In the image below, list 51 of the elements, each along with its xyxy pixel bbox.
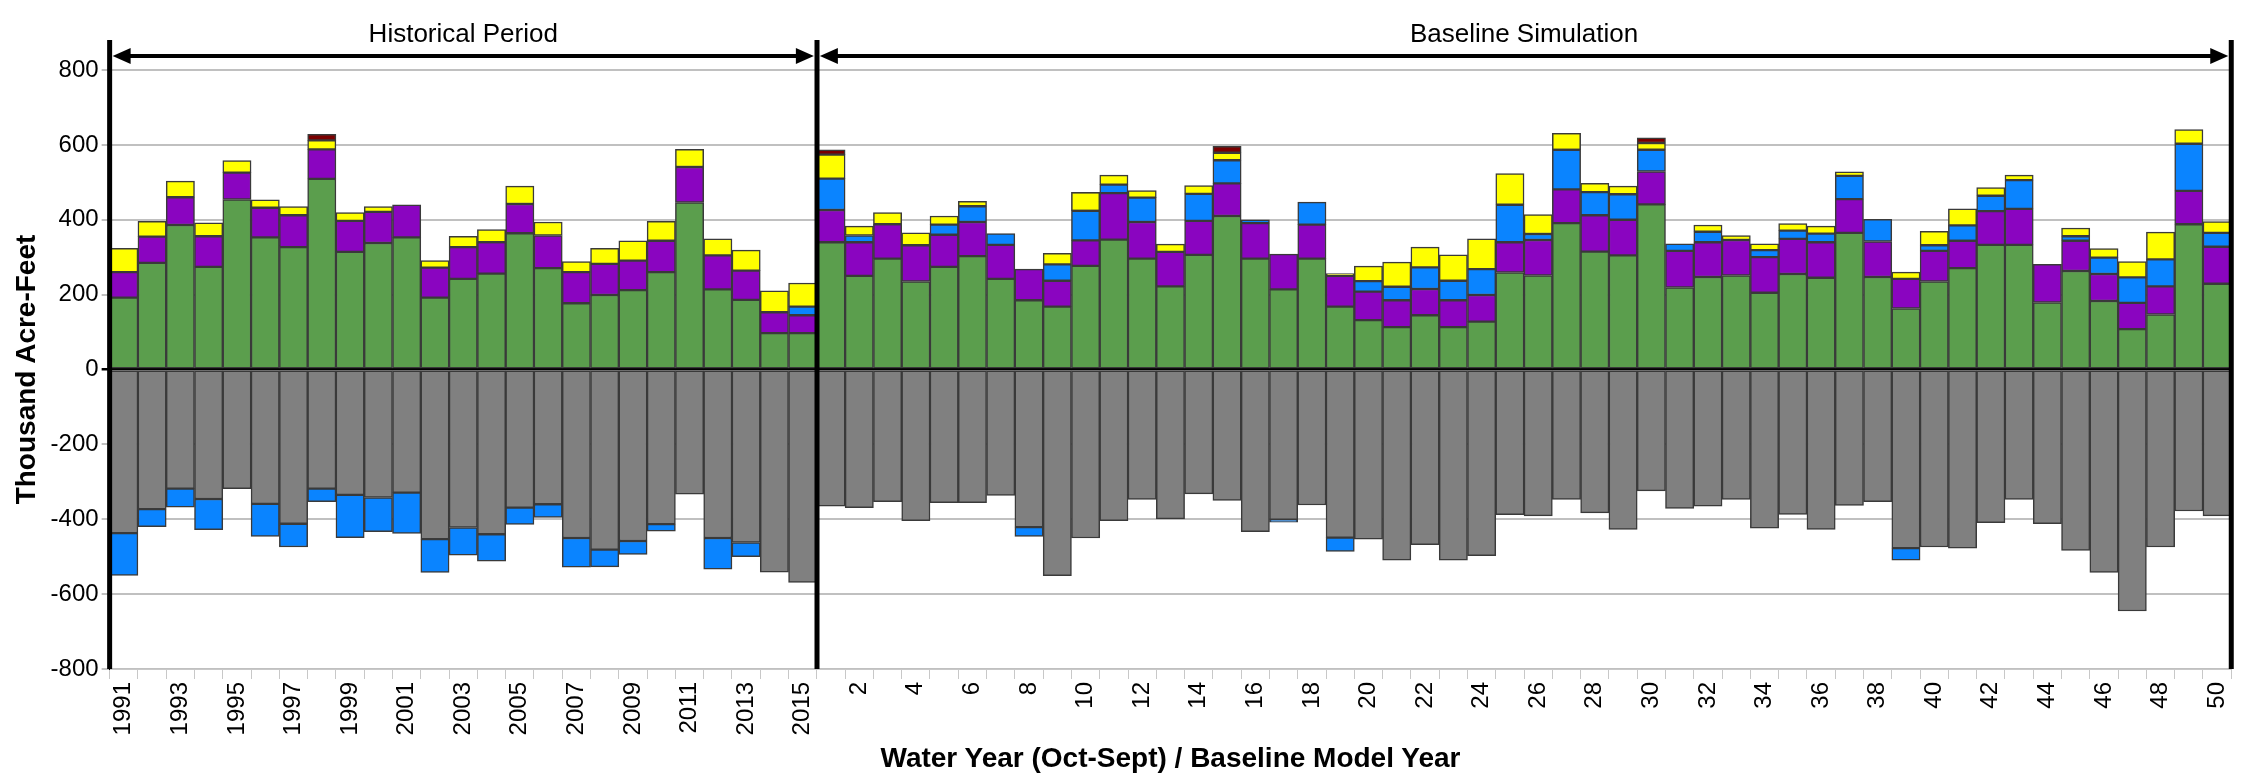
x-tick-label: 38: [1862, 682, 1890, 709]
x-tick-label: 18: [1296, 682, 1324, 709]
x-tick-label: 24: [1466, 682, 1494, 709]
x-tick-label: 2013: [730, 682, 758, 736]
y-tick-label: -800: [50, 653, 99, 681]
x-tick-label: 32: [1692, 682, 1720, 709]
x-axis-title: Water Year (Oct-Sept) / Baseline Model Year: [880, 741, 1461, 773]
y-tick-label: 800: [58, 54, 99, 82]
x-tick-label: 34: [1749, 682, 1777, 709]
x-tick-label: 2011: [674, 682, 702, 734]
x-tick-label: 20: [1353, 682, 1381, 709]
x-tick-label: 2: [843, 682, 871, 696]
x-tick-label: 2007: [561, 682, 589, 736]
y-axis-title: Thousand Acre-Feet: [9, 234, 41, 505]
x-tick-label: 30: [1635, 682, 1663, 709]
x-tick-label: 2003: [447, 682, 475, 736]
y-tick-label: 400: [58, 204, 99, 232]
text: Baseline Simulation: [1409, 18, 1639, 49]
x-tick-label: 1995: [221, 682, 249, 736]
y-tick-label: -400: [50, 503, 99, 531]
x-tick-label: 2001: [391, 682, 419, 736]
x-tick-label: 14: [1183, 682, 1211, 709]
x-tick-label: 16: [1239, 682, 1267, 709]
x-tick-label: 1991: [108, 682, 136, 736]
text: Historical Period: [368, 18, 558, 49]
y-tick-label: 0: [85, 354, 99, 382]
x-tick-label: 40: [1918, 682, 1946, 709]
y-tick-label: -600: [50, 578, 99, 606]
x-tick-label: 42: [1975, 682, 2003, 709]
x-tick-label: 1993: [164, 682, 192, 736]
x-tick-label: 46: [2088, 682, 2116, 709]
x-tick-label: 2005: [504, 682, 532, 736]
y-tick-label: 200: [58, 279, 99, 307]
x-tick-label: 4: [900, 682, 928, 696]
x-tick-label: 10: [1070, 682, 1098, 709]
x-tick-label: 8: [1013, 682, 1041, 696]
x-tick-label: 36: [1805, 682, 1833, 709]
x-tick-label: 6: [957, 682, 985, 696]
x-tick-label: 28: [1579, 682, 1607, 709]
x-tick-label: 50: [2201, 682, 2229, 709]
y-tick-label: 600: [58, 129, 99, 157]
x-tick-label: 1999: [334, 682, 362, 736]
x-tick-label: 22: [1409, 682, 1437, 709]
x-tick-label: 26: [1522, 682, 1550, 709]
x-tick-label: 48: [2145, 682, 2173, 709]
x-tick-label: 2009: [617, 682, 645, 736]
x-tick-label: 1997: [278, 682, 306, 736]
x-tick-label: 12: [1126, 682, 1154, 709]
x-tick-label: 2015: [787, 682, 815, 736]
y-tick-label: -200: [50, 429, 99, 457]
x-tick-label: 44: [2032, 682, 2060, 709]
